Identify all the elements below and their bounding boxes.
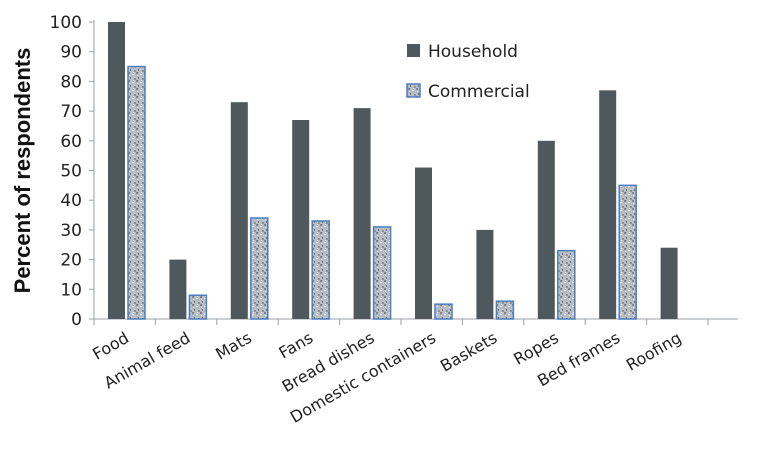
bar-commercial-ropes	[557, 249, 576, 320]
x-category-label: Roofing	[623, 328, 685, 375]
bar-commercial-domestic-containers	[434, 303, 453, 320]
y-tick-label: 90	[60, 43, 82, 63]
x-category-label: Food	[89, 328, 132, 364]
y-tick-label: 60	[60, 132, 82, 152]
y-tick-label: 70	[60, 102, 82, 122]
bar-household-bread-dishes	[353, 108, 371, 319]
x-category-label: Fans	[276, 328, 317, 362]
legend-label-commercial: Commercial	[428, 82, 530, 102]
y-tick-label: 20	[60, 251, 82, 271]
legend-swatch-household	[407, 44, 420, 57]
y-tick-label: 100	[50, 13, 82, 33]
bar-commercial-fans	[311, 220, 330, 320]
bar-household-mats	[230, 102, 248, 319]
x-category-label: Baskets	[437, 328, 500, 376]
bar-household-animal-feed	[169, 259, 187, 319]
y-axis-title: Percent of respondents	[10, 48, 35, 294]
bar-household-food	[108, 22, 125, 319]
bar-household-baskets	[476, 229, 494, 319]
x-category-label: Mats	[212, 328, 255, 364]
y-tick-label: 40	[60, 191, 82, 211]
bar-household-ropes	[537, 140, 555, 319]
bar-commercial-baskets	[495, 300, 515, 320]
y-tick-label: 10	[60, 280, 82, 300]
bar-household-roofing	[660, 247, 678, 319]
bar-household-domestic-containers	[415, 167, 432, 319]
bar-commercial-bread-dishes	[372, 226, 392, 320]
y-tick-label: 0	[71, 310, 82, 330]
bar-commercial-bed-frames	[618, 184, 637, 320]
bar-commercial-food	[127, 65, 146, 320]
bar-household-fans	[292, 120, 310, 319]
y-tick-label: 30	[60, 221, 82, 241]
bar-commercial-animal-feed	[188, 294, 208, 320]
legend-label-household: Household	[428, 42, 518, 62]
y-tick-label: 50	[60, 162, 82, 182]
legend-swatch-commercial	[406, 83, 421, 98]
bar-commercial-mats	[250, 217, 269, 320]
y-tick-label: 80	[60, 72, 82, 92]
bar-household-bed-frames	[599, 90, 617, 319]
